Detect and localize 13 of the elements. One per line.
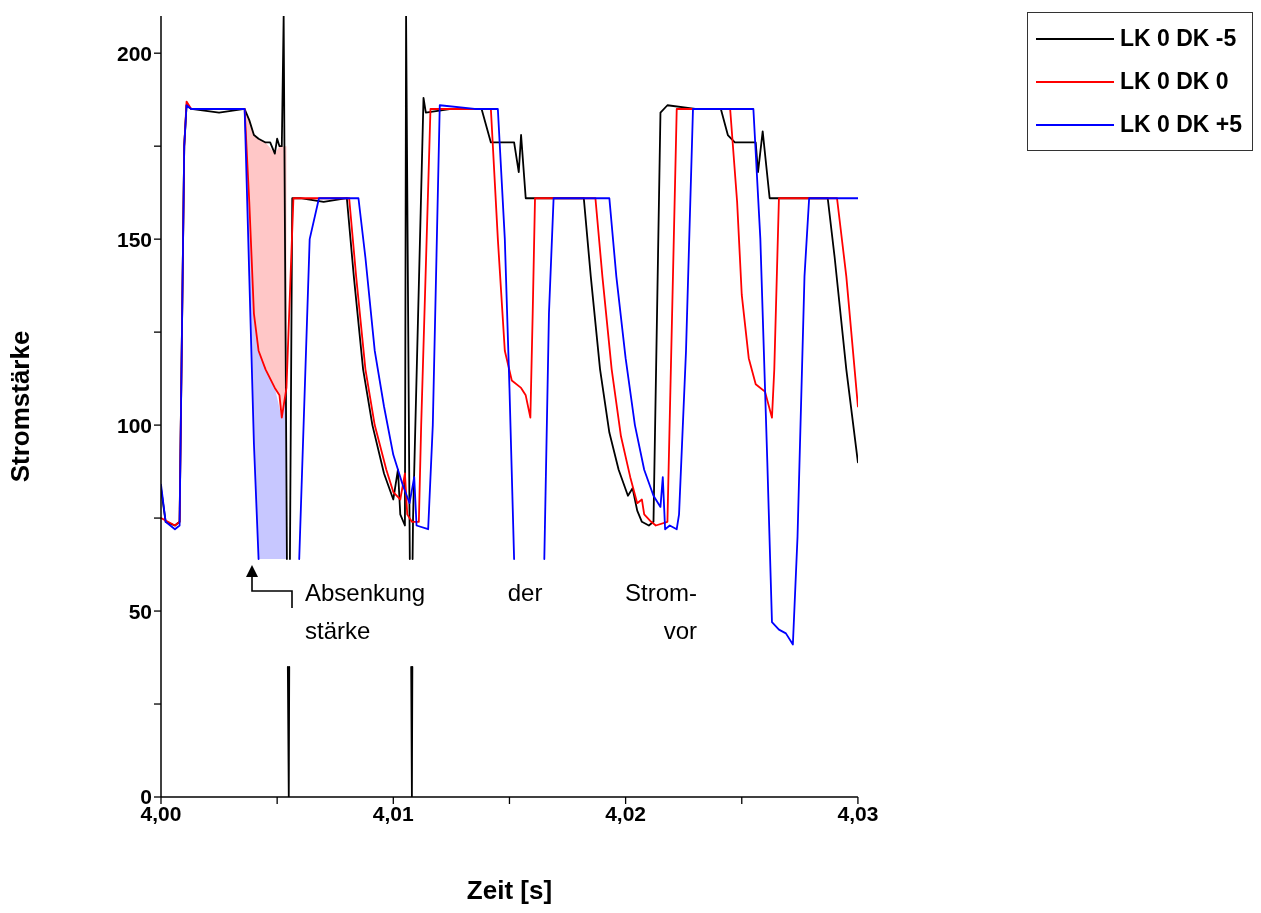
y-tick-label: 150 <box>116 227 152 251</box>
y-tick-label: 100 <box>116 413 152 437</box>
y-axis-title: Stromstärke <box>5 330 36 483</box>
y-tick-label: 50 <box>128 599 152 623</box>
x-tick-label: 4,02 <box>605 801 647 825</box>
x-tick-label: 4,01 <box>372 801 415 825</box>
x-tick-label: 4,03 <box>837 801 879 825</box>
legend-label: LK 0 DK 0 <box>1119 68 1229 95</box>
legend-label: LK 0 DK +5 <box>1119 111 1242 138</box>
annotation: Absenkung der Strom- stärke vor <box>305 578 697 646</box>
y-tick-label: 200 <box>116 41 152 65</box>
x-axis-title: Zeit [s] <box>466 875 553 905</box>
legend-label: LK 0 DK -5 <box>1119 25 1237 52</box>
